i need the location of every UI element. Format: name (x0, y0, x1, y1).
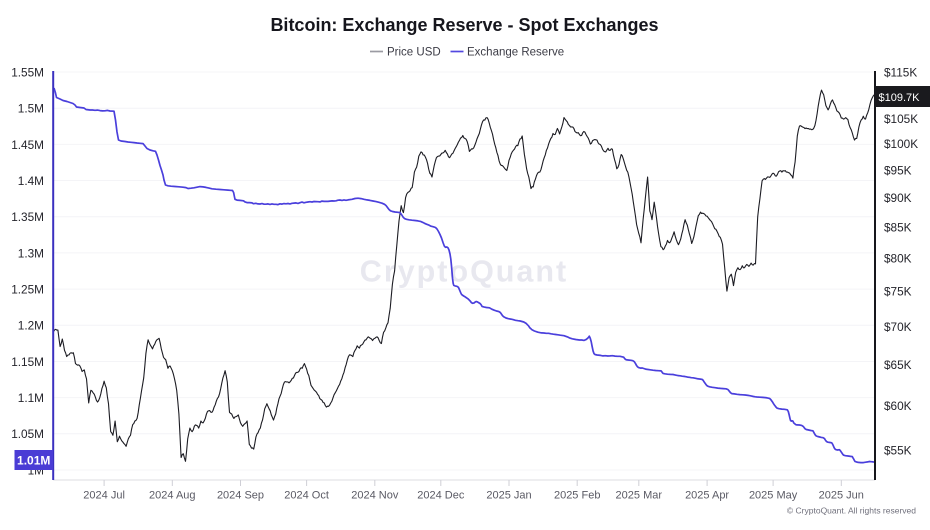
svg-text:1.5M: 1.5M (18, 102, 44, 116)
svg-text:$80K: $80K (884, 251, 912, 265)
svg-text:2024 Aug: 2024 Aug (149, 490, 196, 502)
svg-text:$65K: $65K (884, 358, 912, 372)
svg-text:© CryptoQuant. All rights rese: © CryptoQuant. All rights reserved (787, 505, 916, 515)
svg-text:1.1M: 1.1M (18, 391, 44, 405)
svg-text:2025 Apr: 2025 Apr (685, 490, 729, 502)
svg-text:$70K: $70K (884, 320, 912, 334)
svg-text:$90K: $90K (884, 191, 912, 205)
svg-text:CryptoQuant: CryptoQuant (360, 255, 568, 289)
svg-text:2024 Oct: 2024 Oct (284, 490, 329, 502)
svg-text:Exchange Reserve: Exchange Reserve (467, 47, 564, 59)
svg-text:2025 Mar: 2025 Mar (616, 490, 663, 502)
svg-text:1.4M: 1.4M (18, 174, 44, 188)
svg-text:2025 May: 2025 May (749, 490, 798, 502)
svg-text:2024 Dec: 2024 Dec (417, 490, 465, 502)
svg-text:1.55M: 1.55M (11, 65, 44, 79)
svg-text:2024 Nov: 2024 Nov (351, 490, 399, 502)
svg-text:$100K: $100K (884, 137, 918, 151)
svg-text:$55K: $55K (884, 443, 912, 457)
svg-text:2024 Sep: 2024 Sep (217, 490, 264, 502)
svg-text:1.05M: 1.05M (11, 427, 44, 441)
svg-text:$75K: $75K (884, 285, 912, 299)
svg-text:2025 Jan: 2025 Jan (486, 490, 531, 502)
svg-text:Price USD: Price USD (387, 47, 441, 59)
svg-text:Bitcoin: Exchange Reserve - Sp: Bitcoin: Exchange Reserve - Spot Exchang… (270, 15, 658, 35)
svg-text:$95K: $95K (884, 163, 912, 177)
svg-text:2024 Jul: 2024 Jul (83, 490, 125, 502)
svg-text:$85K: $85K (884, 220, 912, 234)
svg-text:$105K: $105K (884, 112, 918, 126)
svg-text:1.45M: 1.45M (11, 138, 44, 152)
svg-text:2025 Feb: 2025 Feb (554, 490, 600, 502)
svg-text:2025 Jun: 2025 Jun (819, 490, 864, 502)
svg-text:1.25M: 1.25M (11, 283, 44, 297)
svg-text:1.15M: 1.15M (11, 355, 44, 369)
svg-text:1.01M: 1.01M (17, 454, 50, 468)
svg-text:$60K: $60K (884, 399, 912, 413)
svg-text:1.2M: 1.2M (18, 319, 44, 333)
svg-text:1.35M: 1.35M (11, 210, 44, 224)
svg-text:$115K: $115K (884, 65, 917, 79)
svg-text:$109.7K: $109.7K (879, 92, 921, 104)
svg-text:1.3M: 1.3M (18, 246, 44, 260)
